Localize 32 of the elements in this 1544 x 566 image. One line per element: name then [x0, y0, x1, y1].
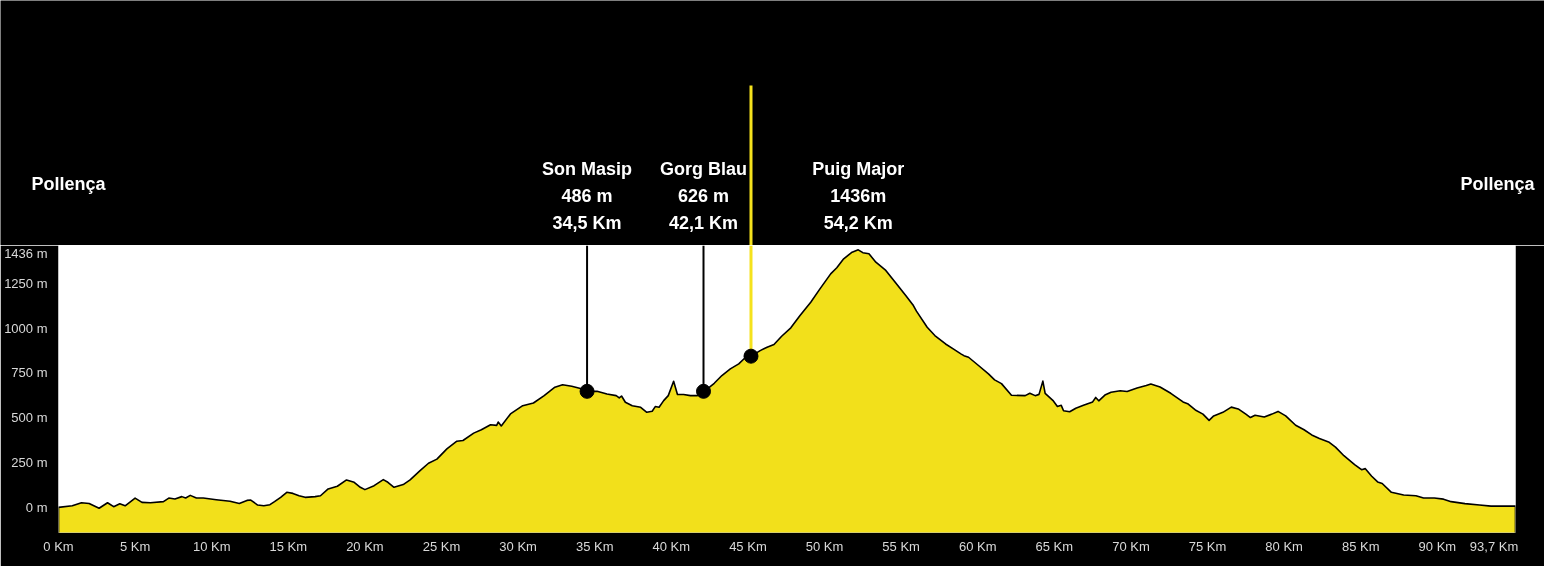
x-tick-label: 40 Km	[652, 538, 691, 554]
ref-line-label: Gorg Blau 626 m 42,1 Km	[660, 158, 748, 234]
x-tick-label: 55 Km	[882, 538, 920, 554]
x-tick-label: 30 Km	[499, 538, 537, 554]
y-tick-label: 500 m	[11, 410, 48, 426]
text: Pollença	[1460, 173, 1536, 194]
x-tick-label: 93,7 Km	[1469, 538, 1519, 554]
x-tick-label: 5 Km	[119, 538, 151, 554]
x-tick-label: 20 Km	[346, 538, 384, 554]
text: Pollença	[31, 173, 107, 194]
x-tick-label: 75 Km	[1188, 538, 1227, 554]
x-tick-label: 45 Km	[729, 538, 767, 554]
x-tick-label: 85 Km	[1341, 538, 1380, 554]
x-tick-label: 10 Km	[192, 538, 231, 554]
y-tick-label: 0 m	[25, 499, 48, 515]
y-tick-label: 1436 m	[4, 245, 48, 261]
x-tick-label: 70 Km	[1112, 538, 1150, 554]
x-tick-label: 65 Km	[1035, 538, 1074, 554]
annotation: Puig Major 1436m 54,2 Km	[812, 158, 905, 234]
y-tick-label: 750 m	[11, 365, 48, 381]
x-tick-label: 60 Km	[958, 538, 997, 554]
x-tick-label: 25 Km	[422, 538, 461, 554]
x-tick-label: 80 Km	[1265, 538, 1303, 554]
y-tick-label: 1250 m	[4, 275, 48, 291]
ref-line-label: Son Masip 486 m 34,5 Km	[542, 158, 633, 234]
y-tick-label: 1000 m	[4, 320, 48, 336]
x-tick-label: 90 Km	[1418, 538, 1457, 554]
y-tick-label: 250 m	[11, 455, 48, 471]
x-tick-label: 35 Km	[575, 538, 614, 554]
x-tick-label: 50 Km	[805, 538, 844, 554]
x-tick-label: 0 Km	[43, 538, 74, 554]
x-tick-label: 15 Km	[269, 538, 308, 554]
